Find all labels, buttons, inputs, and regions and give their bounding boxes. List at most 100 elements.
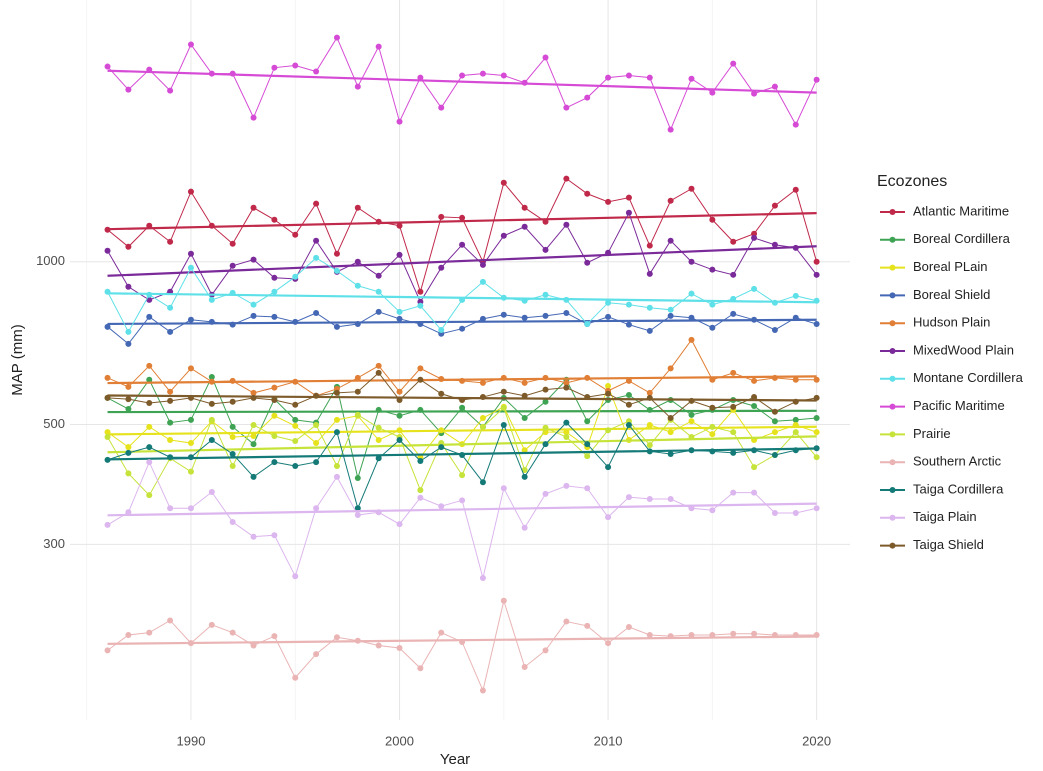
data-point <box>688 185 695 192</box>
data-point <box>646 242 653 249</box>
data-point <box>167 388 174 395</box>
data-point <box>605 464 612 471</box>
x-tick-label: 1990 <box>177 733 206 748</box>
legend-dot <box>889 209 896 215</box>
data-point <box>542 424 549 431</box>
trend-line <box>107 245 817 277</box>
data-point <box>667 429 674 436</box>
data-point <box>375 362 382 369</box>
data-point <box>646 74 653 81</box>
data-point <box>104 521 111 528</box>
data-point <box>646 421 653 428</box>
data-point <box>417 487 424 494</box>
data-point <box>396 118 403 125</box>
data-point <box>354 411 361 418</box>
legend-dot <box>889 431 896 438</box>
data-point <box>813 505 820 512</box>
trend-line <box>107 425 817 436</box>
data-point <box>146 313 153 320</box>
data-point <box>813 429 820 436</box>
data-point <box>125 283 132 290</box>
data-point <box>646 631 653 638</box>
data-point <box>688 418 695 425</box>
legend-title: Ecozones <box>877 173 947 190</box>
legend-entry: Taiga Shield <box>880 537 984 552</box>
series-line <box>107 36 818 131</box>
data-point <box>250 533 257 540</box>
data-point <box>584 485 591 492</box>
data-point <box>479 423 486 430</box>
data-point <box>813 321 820 328</box>
data-point <box>354 388 361 395</box>
data-point <box>271 397 278 404</box>
data-point <box>250 389 257 396</box>
legend-dot <box>889 236 896 243</box>
data-point <box>542 386 549 393</box>
data-point <box>208 489 215 496</box>
data-point <box>229 423 236 430</box>
data-point <box>709 216 716 223</box>
data-point <box>375 455 382 462</box>
legend-label: Taiga Shield <box>913 537 984 552</box>
data-point <box>271 313 278 320</box>
data-point <box>250 441 257 448</box>
data-point <box>125 340 132 347</box>
data-point <box>459 472 466 479</box>
data-point <box>500 404 507 411</box>
data-point <box>292 416 299 423</box>
data-point <box>605 390 612 397</box>
data-point <box>625 421 632 428</box>
data-point <box>396 222 403 229</box>
series <box>104 34 820 133</box>
data-point <box>730 449 737 456</box>
legend-label: Hudson Plain <box>913 315 990 330</box>
data-point <box>104 647 111 654</box>
data-point <box>500 485 507 492</box>
data-point <box>771 452 778 459</box>
data-point <box>333 473 340 480</box>
legend-entry: Taiga Plain <box>880 509 977 524</box>
legend-dot <box>889 514 896 521</box>
data-point <box>542 54 549 61</box>
data-point <box>584 441 591 448</box>
data-point <box>187 264 194 271</box>
y-tick-label: 500 <box>43 416 65 431</box>
x-tick-label: 2020 <box>802 733 831 748</box>
data-point <box>292 573 299 580</box>
data-point <box>396 412 403 419</box>
data-point <box>563 434 570 441</box>
data-point <box>605 514 612 521</box>
data-point <box>479 575 486 582</box>
data-point <box>187 416 194 423</box>
data-point <box>521 663 528 670</box>
data-point <box>625 321 632 328</box>
data-point <box>625 391 632 398</box>
data-point <box>459 72 466 79</box>
data-point <box>646 389 653 396</box>
data-point <box>792 376 799 383</box>
legend-label: Taiga Cordillera <box>913 481 1004 496</box>
data-point <box>333 462 340 469</box>
data-point <box>771 408 778 415</box>
legend-entry: Southern Arctic <box>880 454 1002 469</box>
data-point <box>333 389 340 396</box>
data-point <box>187 505 194 512</box>
trend-line <box>107 394 817 402</box>
data-point <box>250 312 257 319</box>
data-point <box>521 204 528 211</box>
data-point <box>229 450 236 457</box>
data-point <box>250 256 257 263</box>
data-point <box>479 278 486 285</box>
data-point <box>605 198 612 205</box>
data-point <box>104 323 111 330</box>
data-point <box>187 188 194 195</box>
series <box>104 369 820 422</box>
data-point <box>396 644 403 651</box>
data-point <box>104 434 111 441</box>
data-point <box>479 479 486 486</box>
data-point <box>813 271 820 278</box>
data-point <box>333 34 340 41</box>
x-tick-label: 2000 <box>385 733 414 748</box>
data-point <box>500 232 507 239</box>
